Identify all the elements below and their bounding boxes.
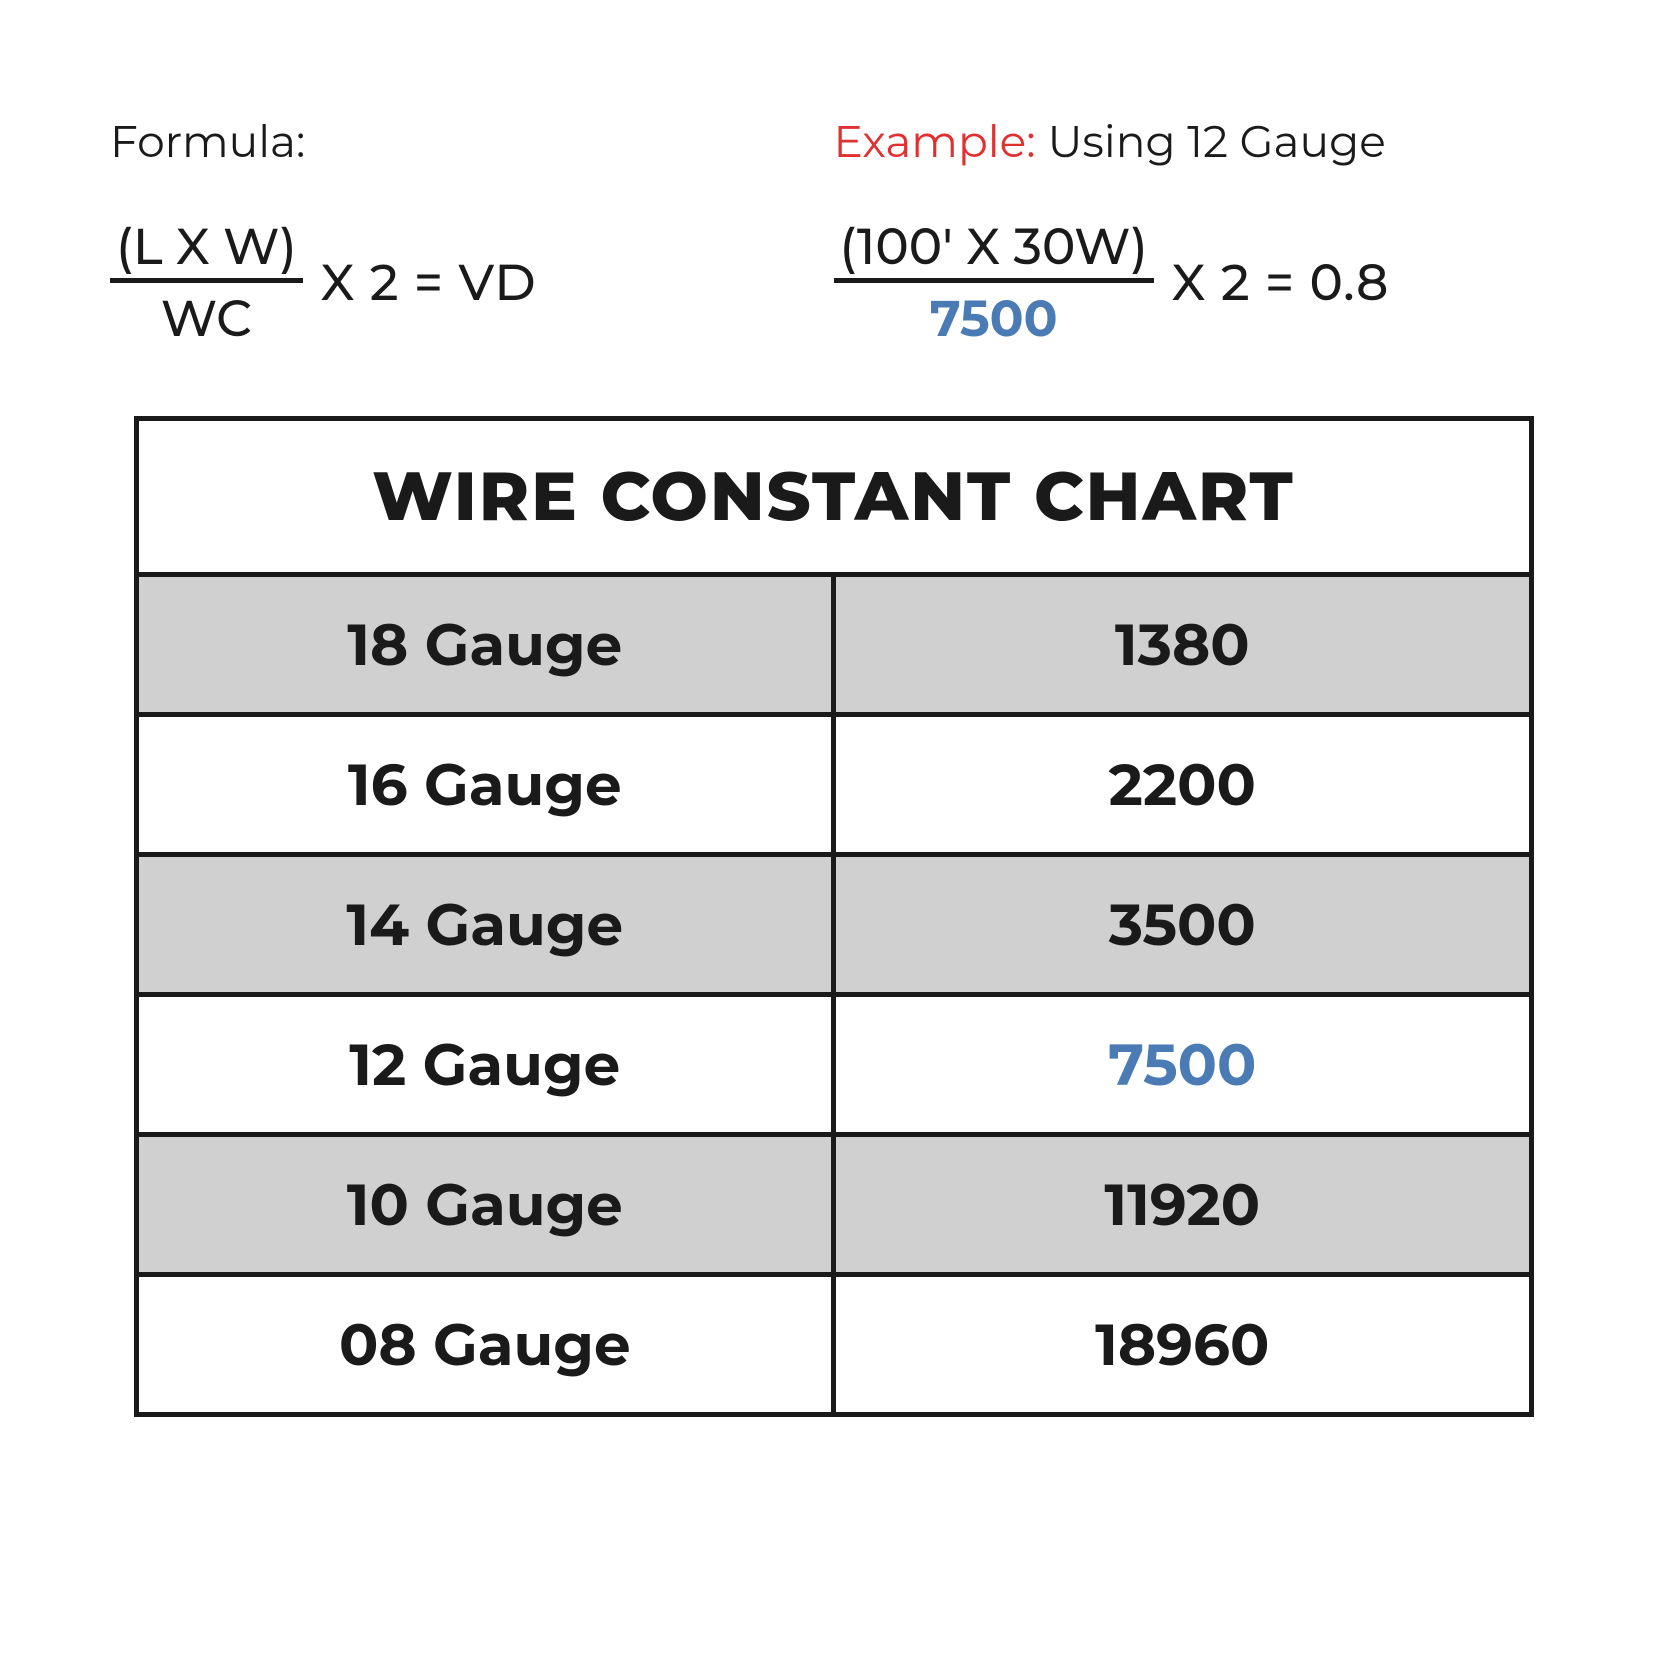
table-row: 14 Gauge3500 bbox=[139, 857, 1529, 997]
formula-label: Formula: bbox=[110, 115, 834, 169]
formula-numerator: (L X W) bbox=[110, 219, 303, 283]
formula-block: Formula: (L X W) WC X 2 = VD bbox=[110, 115, 834, 346]
chart-title: WIRE CONSTANT CHART bbox=[139, 421, 1529, 577]
table-row: 12 Gauge7500 bbox=[139, 997, 1529, 1137]
formula-denominator: WC bbox=[161, 283, 252, 346]
example-equation: (100' X 30W) 7500 X 2 = 0.8 bbox=[834, 219, 1558, 346]
formula-example-row: Formula: (L X W) WC X 2 = VD Example: Us… bbox=[110, 115, 1557, 346]
example-label-word: Example: bbox=[834, 115, 1036, 169]
value-cell: 1380 bbox=[836, 577, 1529, 712]
example-tail: X 2 = 0.8 bbox=[1172, 252, 1390, 313]
formula-fraction: (L X W) WC bbox=[110, 219, 303, 346]
gauge-cell: 16 Gauge bbox=[139, 717, 837, 852]
formula-tail: X 2 = VD bbox=[321, 252, 537, 313]
gauge-cell: 18 Gauge bbox=[139, 577, 837, 712]
gauge-cell: 12 Gauge bbox=[139, 997, 837, 1132]
wire-constant-chart: WIRE CONSTANT CHART 18 Gauge138016 Gauge… bbox=[134, 416, 1534, 1417]
value-cell: 11920 bbox=[836, 1137, 1529, 1272]
formula-equation: (L X W) WC X 2 = VD bbox=[110, 219, 834, 346]
chart-rows: 18 Gauge138016 Gauge220014 Gauge350012 G… bbox=[139, 577, 1529, 1412]
example-numerator: (100' X 30W) bbox=[834, 219, 1154, 283]
gauge-cell: 14 Gauge bbox=[139, 857, 837, 992]
value-cell: 2200 bbox=[836, 717, 1529, 852]
value-cell: 18960 bbox=[836, 1277, 1529, 1412]
value-cell: 7500 bbox=[836, 997, 1529, 1132]
table-row: 08 Gauge18960 bbox=[139, 1277, 1529, 1412]
page: Formula: (L X W) WC X 2 = VD Example: Us… bbox=[0, 0, 1667, 1417]
example-fraction: (100' X 30W) 7500 bbox=[834, 219, 1154, 346]
table-row: 18 Gauge1380 bbox=[139, 577, 1529, 717]
gauge-cell: 08 Gauge bbox=[139, 1277, 837, 1412]
example-denominator: 7500 bbox=[930, 283, 1058, 346]
table-row: 10 Gauge11920 bbox=[139, 1137, 1529, 1277]
example-label-rest: Using 12 Gauge bbox=[1048, 115, 1386, 169]
table-row: 16 Gauge2200 bbox=[139, 717, 1529, 857]
example-block: Example: Using 12 Gauge (100' X 30W) 750… bbox=[834, 115, 1558, 346]
example-label: Example: Using 12 Gauge bbox=[834, 115, 1558, 169]
value-cell: 3500 bbox=[836, 857, 1529, 992]
gauge-cell: 10 Gauge bbox=[139, 1137, 837, 1272]
